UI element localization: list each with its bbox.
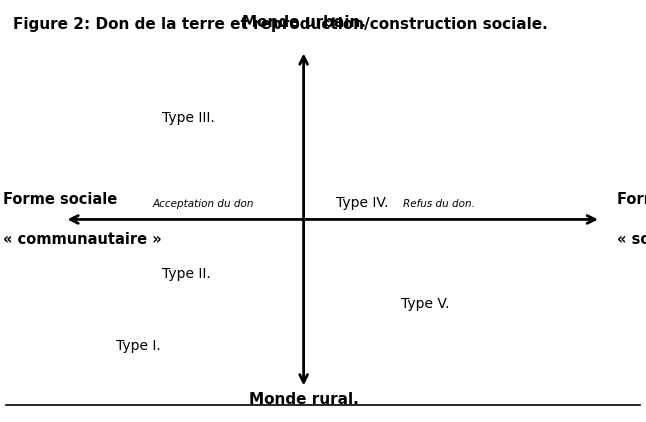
Text: Forme sociale: Forme sociale	[617, 192, 646, 207]
Text: Type I.: Type I.	[116, 339, 161, 353]
Text: « communautaire »: « communautaire »	[3, 232, 162, 247]
Text: « sociétaire ».: « sociétaire ».	[617, 232, 646, 247]
Text: Type V.: Type V.	[401, 297, 449, 311]
Text: Figure 2: Don de la terre et reproduction/construction sociale.: Figure 2: Don de la terre et reproductio…	[13, 17, 548, 32]
Text: Type II.: Type II.	[162, 267, 210, 281]
Text: Acceptation du don: Acceptation du don	[152, 199, 255, 209]
Text: Type III.: Type III.	[162, 111, 214, 125]
Text: Monde rural.: Monde rural.	[249, 392, 359, 407]
Text: Refus du don.: Refus du don.	[403, 199, 475, 209]
Text: Type IV.: Type IV.	[336, 195, 388, 210]
Text: Monde urbain.: Monde urbain.	[242, 14, 366, 30]
Text: Forme sociale: Forme sociale	[3, 192, 118, 207]
